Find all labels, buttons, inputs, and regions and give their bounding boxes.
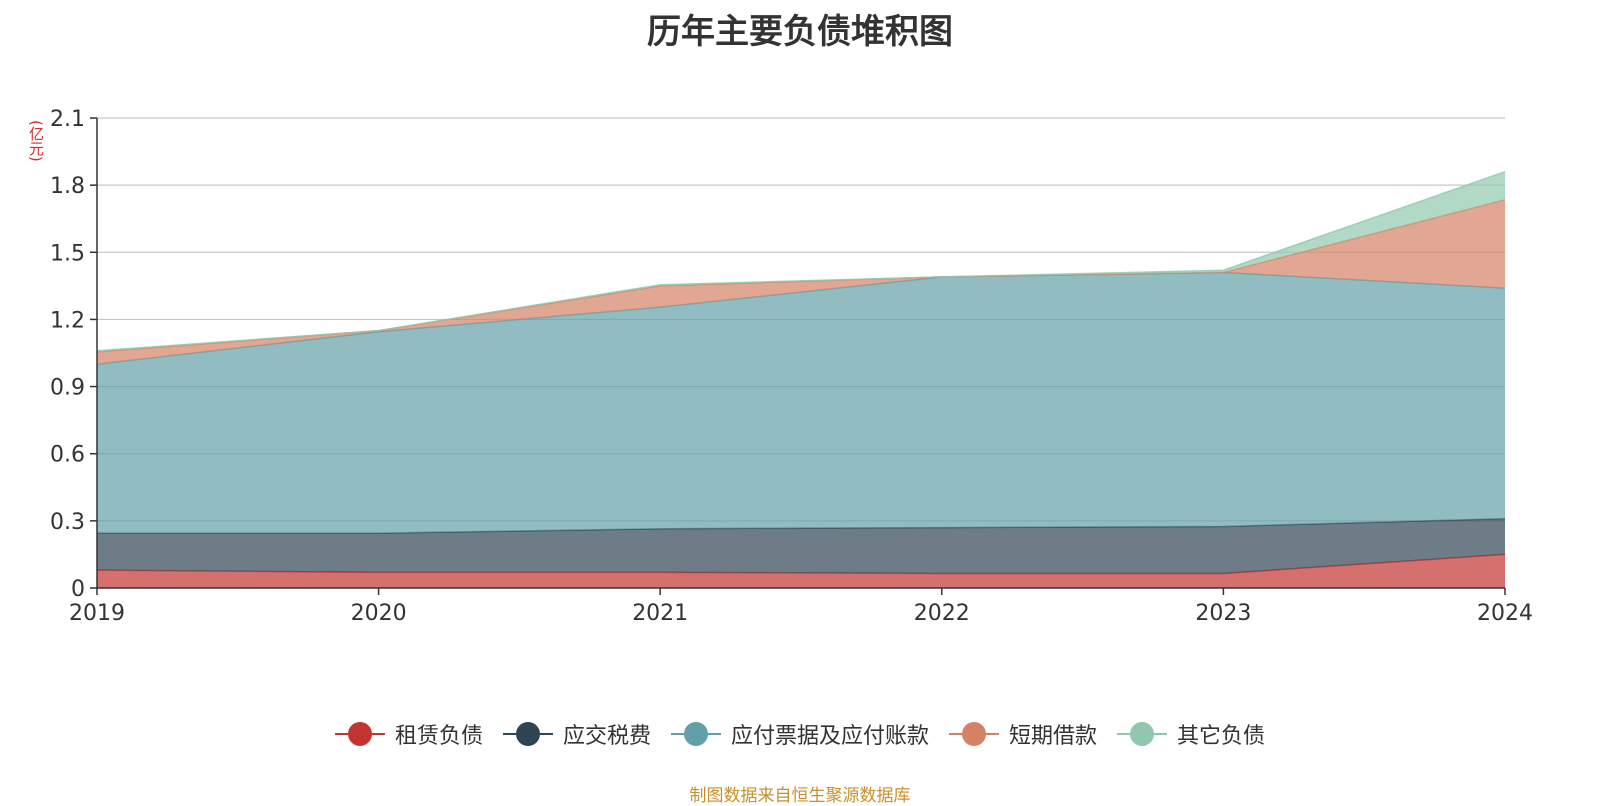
series-area-1 bbox=[97, 554, 1505, 588]
chart-title: 历年主要负债堆积图 bbox=[647, 12, 953, 52]
x-tick-label: 2023 bbox=[1195, 601, 1251, 626]
y-tick-label: 1.8 bbox=[50, 174, 85, 199]
legend-marker-dot bbox=[515, 722, 540, 746]
series-line-5 bbox=[96, 171, 1506, 352]
legend-marker-dot bbox=[962, 722, 986, 746]
legend-label: 租赁负债 bbox=[394, 724, 483, 749]
legend-marker-dot bbox=[347, 722, 372, 746]
y-tick-label: 0.6 bbox=[50, 443, 85, 468]
legend-marker-icon bbox=[334, 722, 385, 746]
x-tick-label: 2021 bbox=[632, 601, 688, 626]
y-tick-label: 0 bbox=[71, 577, 85, 602]
legend-item-5[interactable]: 其它负债 bbox=[1117, 718, 1265, 750]
legend-marker-dot bbox=[1130, 722, 1155, 746]
legend-item-1[interactable]: 租赁负债 bbox=[334, 718, 483, 750]
x-tick-label: 2019 bbox=[69, 601, 125, 626]
legend-marker-icon bbox=[1117, 722, 1168, 746]
legend-marker-icon bbox=[502, 722, 553, 746]
x-tick-label: 2022 bbox=[914, 601, 970, 626]
legend-label: 应付票据及应付账款 bbox=[730, 724, 929, 749]
legend-label: 其它负债 bbox=[1177, 724, 1266, 749]
y-axis-unit-label: (亿元) bbox=[27, 120, 45, 162]
x-tick-label: 2024 bbox=[1477, 601, 1533, 626]
y-tick-label: 1.5 bbox=[50, 241, 85, 266]
y-tick-label: 2.1 bbox=[50, 107, 85, 132]
legend-item-3[interactable]: 应付票据及应付账款 bbox=[670, 718, 929, 750]
y-tick-label: 1.2 bbox=[50, 308, 85, 333]
legend-item-2[interactable]: 应交税费 bbox=[502, 718, 651, 750]
legend-marker-icon bbox=[949, 722, 999, 746]
legend-marker-dot bbox=[683, 722, 708, 746]
legend-label: 短期借款 bbox=[1009, 724, 1098, 749]
x-tick-label: 2020 bbox=[351, 601, 407, 626]
y-tick-label: 0.3 bbox=[50, 510, 85, 535]
legend-label: 应交税费 bbox=[562, 724, 651, 749]
y-tick-label: 0.9 bbox=[50, 376, 85, 401]
series-area-3 bbox=[97, 272, 1505, 534]
legend-item-4[interactable]: 短期借款 bbox=[949, 718, 1097, 750]
legend-marker-icon bbox=[670, 722, 721, 746]
data-source-note: 制图数据来自恒生聚源数据库 bbox=[689, 786, 911, 806]
chart-legend: 租赁负债 应交税费 应付票据及应付账款 短期借款 其它负债 bbox=[0, 718, 1600, 750]
